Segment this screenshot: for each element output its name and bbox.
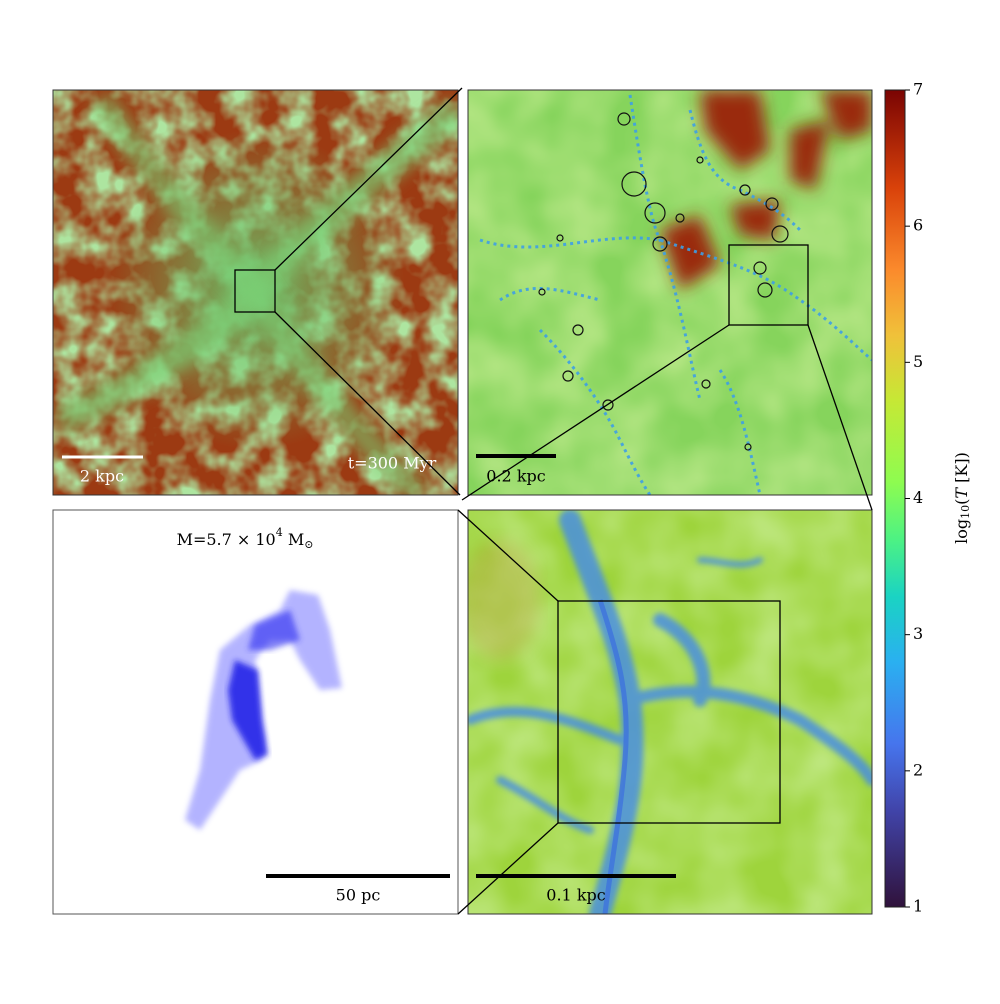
- colorbar-tick-label: 2: [913, 760, 923, 779]
- scale-bar-label: 50 pc: [336, 886, 381, 905]
- colorbar-tick-label: 6: [913, 216, 923, 235]
- zoom-box: [557, 600, 781, 824]
- mass-exponent: 4: [276, 526, 283, 539]
- colorbar-label-func: log: [952, 519, 971, 544]
- colorbar-tick-label: 4: [913, 488, 923, 507]
- mass-unit: M: [283, 530, 304, 549]
- colorbar: [884, 89, 906, 908]
- colorbar-ticks: 1 2 3 4 5 6 7: [905, 80, 923, 916]
- colorbar-label-rest: [K]): [952, 452, 971, 488]
- colorbar-label: log10(T [K]): [952, 452, 973, 544]
- colorbar-label-var: T: [952, 487, 971, 499]
- colorbar-label-open: (: [952, 499, 971, 505]
- panel-frame: [52, 89, 459, 496]
- zoom-box: [234, 269, 276, 313]
- colorbar-tick-label: 3: [913, 624, 923, 643]
- panel-frame: [467, 89, 873, 496]
- scale-bar-label: 0.2 kpc: [486, 467, 545, 486]
- colorbar-tick-label: 7: [913, 80, 923, 99]
- colorbar-tick-label: 1: [913, 897, 923, 916]
- mass-text: M=5.7 × 10: [177, 530, 276, 549]
- time-label: t=300 Myr: [348, 454, 437, 473]
- panel-frame: [467, 509, 873, 915]
- scale-bar-label: 2 kpc: [80, 467, 124, 486]
- mass-label: M=5.7 × 104 M⊙: [177, 526, 314, 551]
- colorbar-tick-label: 5: [913, 352, 923, 371]
- mass-unit-sub: ⊙: [304, 538, 313, 551]
- cloud-particles: [185, 590, 342, 830]
- zoom2-image: [468, 510, 872, 914]
- zoom-box: [728, 244, 809, 326]
- colorbar-label-sub: 10: [959, 505, 972, 519]
- zoom-connectors: [274, 87, 873, 915]
- zoom1-image: [468, 90, 872, 495]
- scale-bar-label: 0.1 kpc: [546, 886, 605, 905]
